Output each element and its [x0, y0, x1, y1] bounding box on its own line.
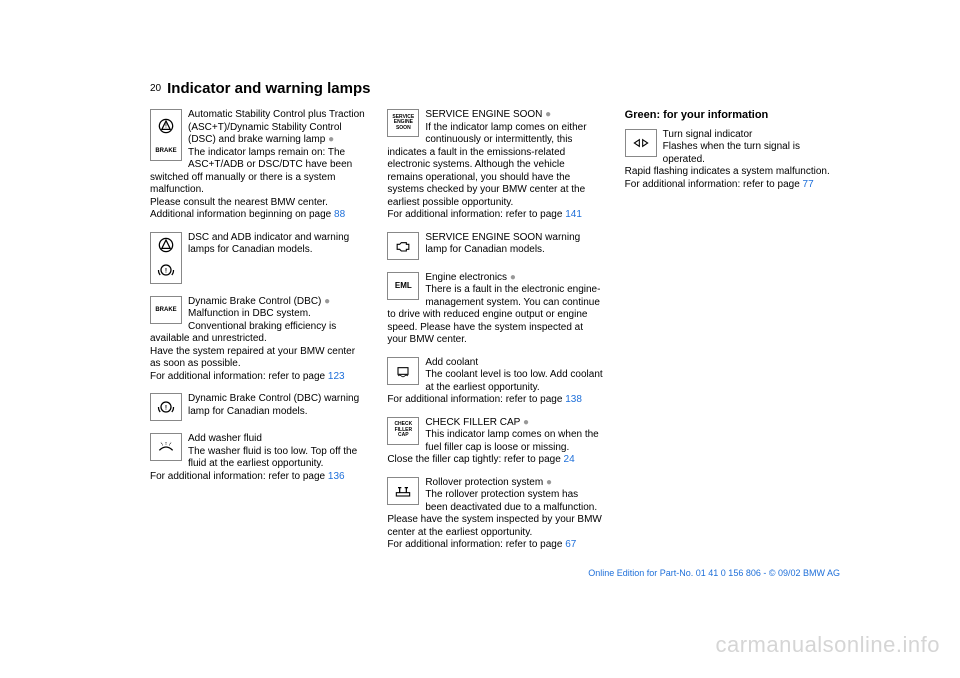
brake-text-icon: BRAKE	[150, 296, 182, 324]
warning-lamp-entry: ! Dynamic Brake Control (DBC) warning la…	[150, 393, 365, 423]
warning-lamp-entry: SERVICEENGINESOONSERVICE ENGINE SOON ●If…	[387, 109, 602, 222]
page-header: 20 Indicator and warning lamps	[150, 80, 840, 97]
page-reference-link[interactable]: 138	[565, 394, 582, 405]
entry-text: SERVICE ENGINE SOON warning lamp for Can…	[387, 232, 602, 257]
priority-dot: ●	[545, 109, 551, 120]
priority-dot: ●	[324, 296, 330, 307]
warning-lamp-entry: CHECKFILLERCAPCHECK FILLER CAP ●This ind…	[387, 417, 602, 467]
service-engine-soon-icon: SERVICEENGINESOON	[387, 109, 419, 137]
page-reference-link[interactable]: 88	[334, 209, 345, 220]
washer-icon	[150, 433, 182, 461]
priority-dot: ●	[546, 477, 552, 488]
turn-signal-icon	[625, 129, 657, 157]
warning-lamp-entry: ! BRAKE Automatic Stability Control plus…	[150, 109, 365, 222]
entry-text: SERVICE ENGINE SOON ●If the indicator la…	[387, 109, 602, 222]
coolant-icon	[387, 357, 419, 385]
rollover-icon	[387, 477, 419, 505]
asc-brake-icon: ! BRAKE	[150, 109, 182, 161]
warning-lamp-entry: Turn signal indicatorFlashes when the tu…	[625, 129, 840, 192]
entry-text: Rollover protection system ●The rollover…	[387, 477, 602, 552]
page-title: Indicator and warning lamps	[167, 80, 370, 97]
warning-lamp-entry: BRAKEDynamic Brake Control (DBC) ●Malfun…	[150, 296, 365, 384]
page-number: 20	[150, 83, 161, 94]
page-reference-link[interactable]: 123	[328, 371, 345, 382]
priority-dot: ●	[510, 272, 516, 283]
entry-text: Dynamic Brake Control (DBC) warning lamp…	[150, 393, 365, 418]
entry-text: DSC and ADB indicator and warning lamps …	[150, 232, 365, 257]
engine-outline-icon	[387, 232, 419, 260]
watermark: carmanualsonline.info	[715, 632, 940, 658]
warning-lamp-entry: Rollover protection system ●The rollover…	[387, 477, 602, 552]
svg-text:!: !	[165, 268, 167, 275]
online-edition-footer: Online Edition for Part-No. 01 41 0 156 …	[588, 568, 840, 578]
entry-text: Dynamic Brake Control (DBC) ●Malfunction…	[150, 296, 365, 384]
brake-canadian-icon: !	[150, 393, 182, 421]
entry-text: Automatic Stability Control plus Tractio…	[150, 109, 365, 222]
manual-page: 20 Indicator and warning lamps ! BRAKE Au…	[0, 0, 960, 678]
content-columns: ! BRAKE Automatic Stability Control plus…	[150, 109, 840, 569]
priority-dot: ●	[328, 134, 334, 145]
warning-lamp-entry: SERVICE ENGINE SOON warning lamp for Can…	[387, 232, 602, 262]
entry-text: CHECK FILLER CAP ●This indicator lamp co…	[387, 417, 602, 467]
entry-text: Turn signal indicatorFlashes when the tu…	[625, 129, 840, 192]
warning-lamp-entry: EMLEngine electronics ●There is a fault …	[387, 272, 602, 347]
page-reference-link[interactable]: 77	[803, 179, 814, 190]
entry-text: Add coolantThe coolant level is too low.…	[387, 357, 602, 407]
svg-text:!: !	[165, 124, 167, 130]
eml-icon: EML	[387, 272, 419, 300]
svg-text:!: !	[165, 405, 167, 412]
page-reference-link[interactable]: 141	[565, 209, 582, 220]
priority-dot: ●	[523, 417, 529, 428]
entry-text: Add washer fluidThe washer fluid is too …	[150, 433, 365, 483]
entry-text: Engine electronics ●There is a fault in …	[387, 272, 602, 347]
page-reference-link[interactable]: 136	[328, 471, 345, 482]
page-reference-link[interactable]: 24	[564, 454, 575, 465]
green-section-heading: Green: for your information	[625, 109, 840, 123]
warning-lamp-entry: Add washer fluidThe washer fluid is too …	[150, 433, 365, 483]
warning-lamp-entry: ! DSC and ADB indicator and warning lamp…	[150, 232, 365, 286]
page-reference-link[interactable]: 67	[565, 539, 576, 550]
warning-lamp-entry: Add coolantThe coolant level is too low.…	[387, 357, 602, 407]
check-filler-cap-icon: CHECKFILLERCAP	[387, 417, 419, 445]
dsc-canadian-icon: !	[150, 232, 182, 284]
